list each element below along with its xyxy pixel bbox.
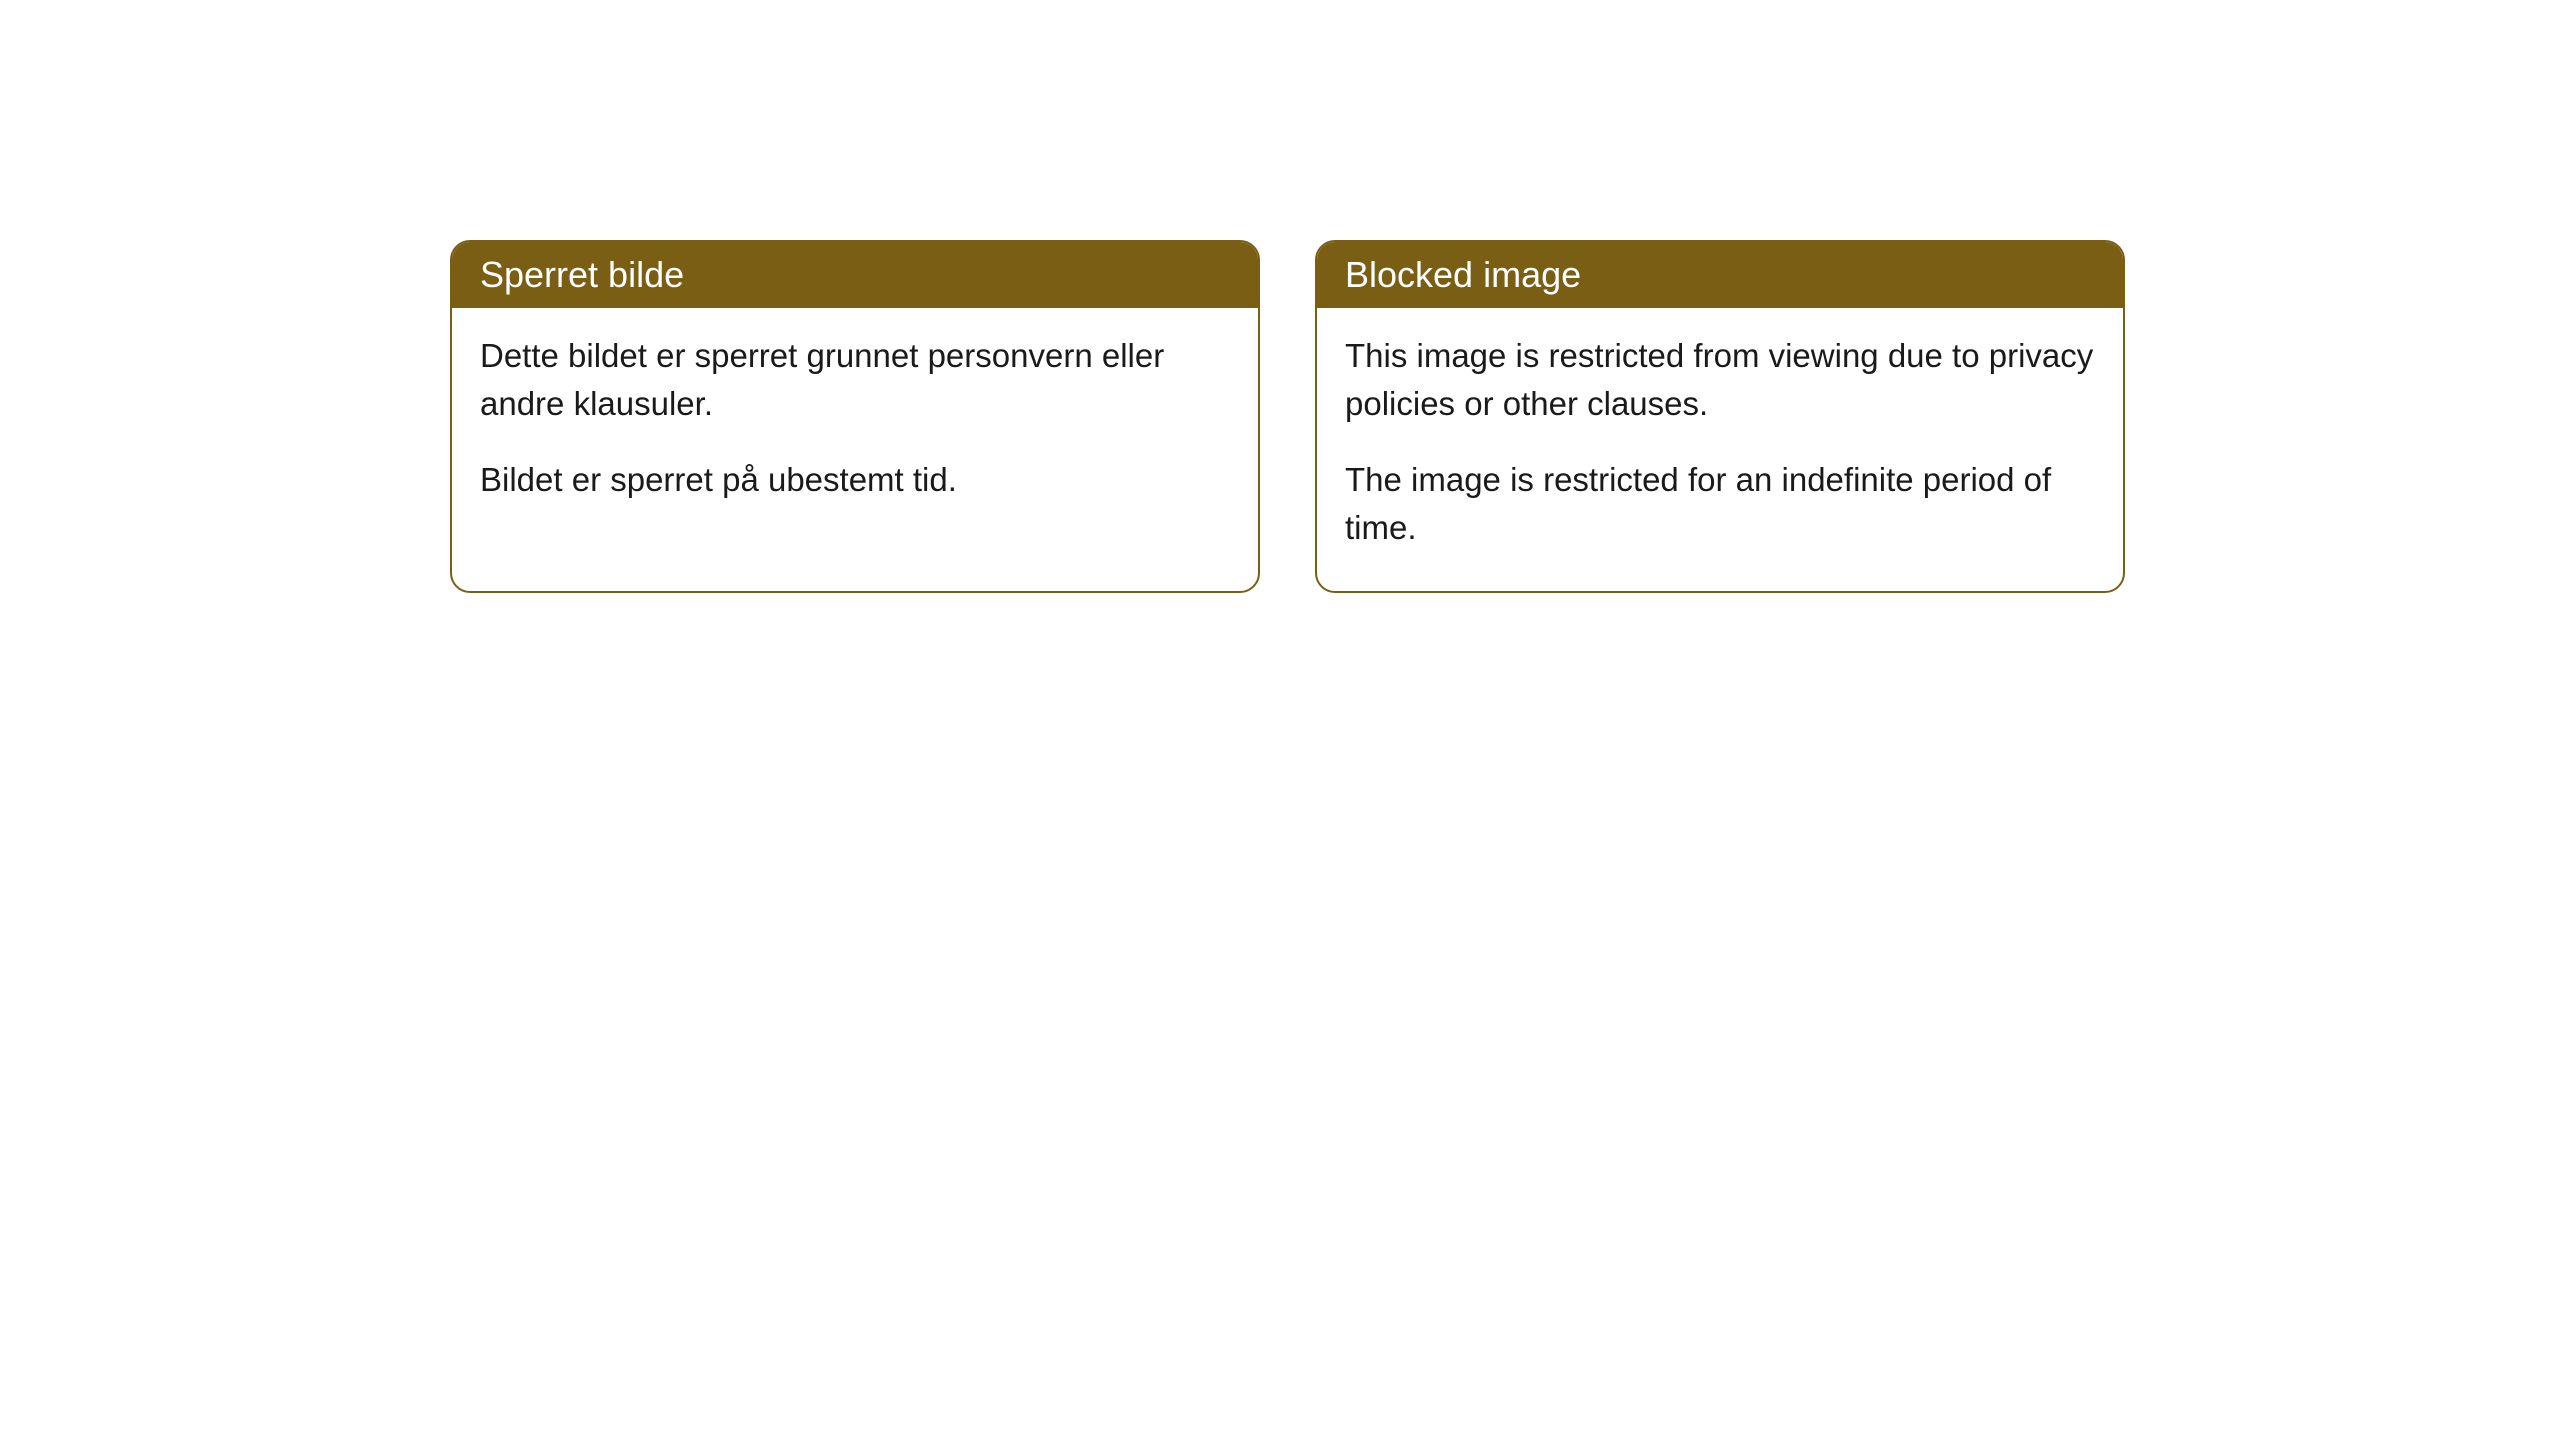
notice-paragraph-2: Bildet er sperret på ubestemt tid. [480, 456, 1230, 504]
notice-container: Sperret bilde Dette bildet er sperret gr… [450, 240, 2125, 593]
notice-body: Dette bildet er sperret grunnet personve… [452, 308, 1258, 544]
notice-card-english: Blocked image This image is restricted f… [1315, 240, 2125, 593]
notice-paragraph-1: Dette bildet er sperret grunnet personve… [480, 332, 1230, 428]
notice-card-norwegian: Sperret bilde Dette bildet er sperret gr… [450, 240, 1260, 593]
notice-paragraph-1: This image is restricted from viewing du… [1345, 332, 2095, 428]
notice-header: Sperret bilde [452, 242, 1258, 308]
notice-paragraph-2: The image is restricted for an indefinit… [1345, 456, 2095, 552]
notice-header: Blocked image [1317, 242, 2123, 308]
notice-body: This image is restricted from viewing du… [1317, 308, 2123, 591]
